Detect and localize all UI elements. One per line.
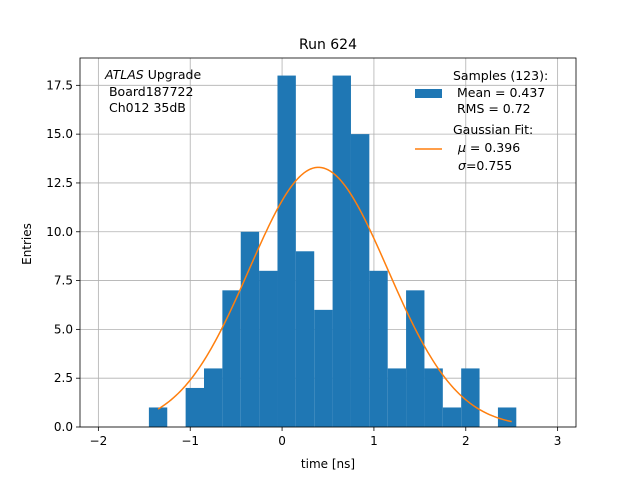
annotation-upgrade: Upgrade bbox=[144, 67, 202, 82]
legend-fit-sigma: σ=0.755 bbox=[458, 158, 512, 173]
annotation: ATLAS Upgrade Board187722 Ch012 35dB bbox=[104, 67, 201, 115]
histogram-bar-13 bbox=[387, 368, 407, 427]
histogram-bar-17 bbox=[461, 368, 480, 427]
x-tick-label-0: −2 bbox=[90, 434, 108, 448]
x-tick-label-1: −1 bbox=[181, 434, 199, 448]
histogram-bar-7 bbox=[277, 75, 296, 428]
y-tick-label-2: 5.0 bbox=[54, 322, 73, 336]
histogram-bar-6 bbox=[259, 270, 278, 427]
histogram-bar-12 bbox=[369, 270, 388, 427]
legend-samples-title: Samples (123): bbox=[453, 68, 548, 83]
x-tick-label-4: 2 bbox=[462, 434, 470, 448]
plot-frame bbox=[79, 57, 577, 428]
legend-samples-mean: Mean = 0.437 bbox=[453, 85, 545, 100]
histogram-bar-5 bbox=[240, 231, 260, 427]
legend-samples-rms: RMS = 0.72 bbox=[453, 101, 531, 116]
histogram-bar-3 bbox=[204, 368, 223, 427]
annotation-atlas: ATLAS bbox=[104, 67, 144, 82]
legend-samples-swatch bbox=[415, 89, 442, 98]
histogram-bar-14 bbox=[406, 290, 425, 427]
y-axis-label: Entries bbox=[20, 223, 34, 265]
x-tick-label-3: 1 bbox=[370, 434, 378, 448]
legend: Samples (123): Mean = 0.437 RMS = 0.72 G… bbox=[415, 68, 548, 173]
legend-fit-mu: μ = 0.396 bbox=[457, 140, 520, 155]
y-tick-label-3: 7.5 bbox=[54, 274, 73, 288]
histogram-bar-4 bbox=[222, 290, 241, 427]
annotation-line-3: Ch012 35dB bbox=[105, 100, 186, 115]
histogram-bar-11 bbox=[350, 134, 370, 427]
gaussian-fit-curve bbox=[157, 166, 512, 423]
annotation-line-1: ATLAS Upgrade bbox=[104, 67, 201, 82]
y-tick-label-1: 2.5 bbox=[54, 371, 73, 385]
y-tick-label-4: 10.0 bbox=[46, 225, 73, 239]
annotation-line-2: Board187722 bbox=[105, 84, 193, 99]
histogram-bar-9 bbox=[314, 309, 333, 427]
axis-ticks: −2 −1 0 1 2 3 0.0 2.5 5.0 7.5 10.0 12.5 15.0 17.5 bbox=[46, 78, 561, 448]
y-tick-label-0: 0.0 bbox=[54, 420, 73, 434]
histogram-bar-10 bbox=[332, 75, 351, 428]
x-tick-label-5: 3 bbox=[554, 434, 562, 448]
legend-fit-title: Gaussian Fit: bbox=[453, 122, 533, 137]
histogram-bar-0 bbox=[148, 407, 168, 427]
histogram-bar-19 bbox=[497, 407, 517, 427]
y-tick-label-6: 15.0 bbox=[46, 127, 73, 141]
histogram-bar-8 bbox=[295, 251, 315, 427]
histogram-bar-2 bbox=[185, 387, 204, 427]
chart-title: Run 624 bbox=[299, 37, 357, 53]
x-tick-label-2: 0 bbox=[278, 434, 286, 448]
histogram-bar-15 bbox=[424, 368, 443, 427]
histogram-bar-16 bbox=[442, 407, 462, 427]
x-axis-label: time [ns] bbox=[301, 457, 355, 471]
histogram-bars bbox=[148, 75, 517, 428]
y-tick-label-5: 12.5 bbox=[46, 176, 73, 190]
y-tick-label-7: 17.5 bbox=[46, 78, 73, 92]
